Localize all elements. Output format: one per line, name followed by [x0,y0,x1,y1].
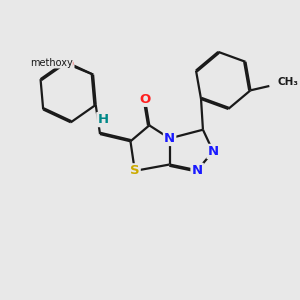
Text: N: N [164,132,175,145]
Text: H: H [98,113,109,126]
Text: S: S [130,164,140,177]
Text: N: N [192,164,203,177]
Text: N: N [208,145,219,158]
Text: O: O [63,58,74,71]
Text: methoxy: methoxy [30,58,72,68]
Text: CH₃: CH₃ [277,77,298,87]
Text: O: O [139,93,151,106]
